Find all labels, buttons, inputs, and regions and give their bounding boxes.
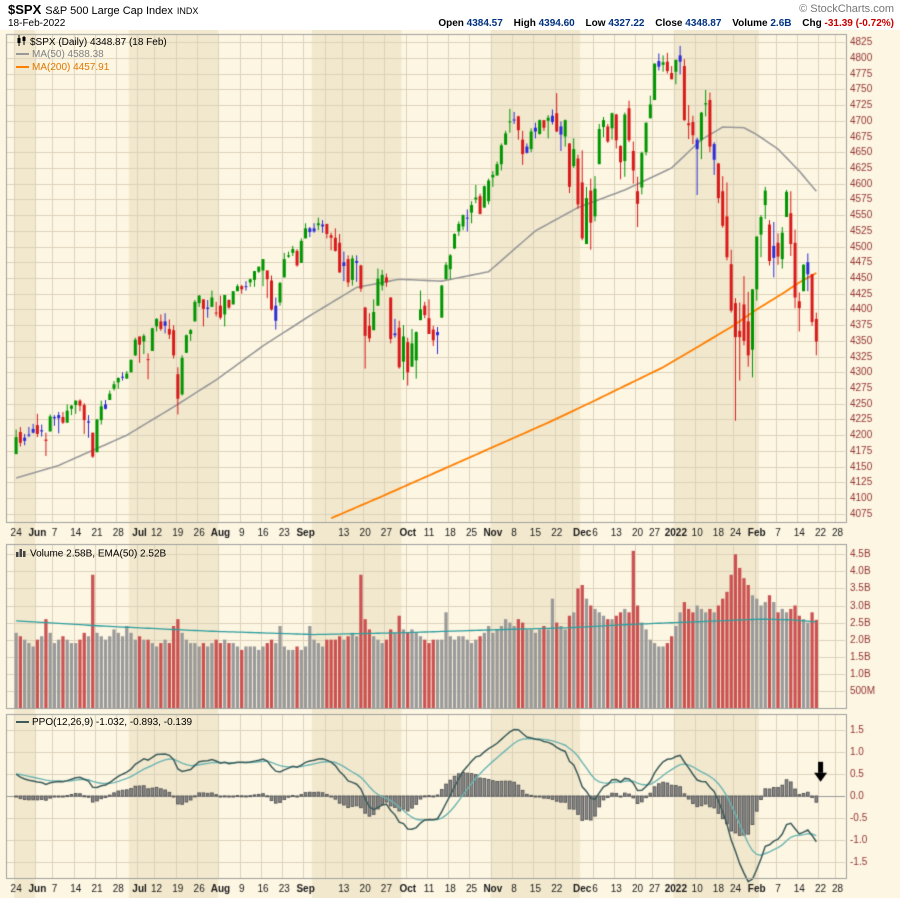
chart-area: $SPX (Daily) 4348.87 (18 Feb) MA(50) 458… [0,30,900,898]
ma200-legend-text: MA(200) 4457.91 [32,62,110,73]
open-label: Open [438,18,464,29]
header: $SPX S&P 500 Large Cap Index INDX © StockC… [0,0,900,30]
chg-value: -31.39 (-0.72%) [824,18,894,29]
volume-legend: Volume 2.58B, EMA(50) 2.52B [16,547,167,561]
price-legend: $SPX (Daily) 4348.87 (18 Feb) [16,35,167,50]
high-value: 4394.60 [538,18,575,29]
ma50-line-icon [16,53,29,56]
chg-label: Chg [802,18,822,29]
volume-label: Volume [732,18,768,29]
symbol: $SPX [8,2,42,17]
ppo-line-icon [16,721,29,724]
index-name: S&P 500 Large Cap Index [45,5,173,17]
close-label: Close [655,18,683,29]
quote-date: 18-Feb-2022 [8,18,66,29]
ma50-legend: MA(50) 4588.38 [16,49,104,61]
price-legend-text: $SPX (Daily) 4348.87 (18 Feb) [30,37,167,49]
candlestick-icon [16,35,27,50]
volume-legend-text: Volume 2.58B, EMA(50) 2.52B [30,548,167,560]
ma50-legend-text: MA(50) 4588.38 [32,49,104,60]
price-volume-ppo-chart-canvas [0,30,900,898]
volume-value: 2.6B [770,18,792,29]
title-row: $SPX S&P 500 Large Cap Index INDX © StockC… [8,2,894,18]
open-value: 4384.57 [466,18,503,29]
quote-row: 18-Feb-2022 Open 4384.57 High 4394.60 Lo… [8,18,894,31]
ppo-legend: PPO(12,26,9) -1.032, -0.893, -0.139 [16,717,192,729]
stockcharts-copyright-link[interactable]: © StockCharts.com [799,3,894,15]
exchange-tag: INDX [176,6,199,16]
ppo-legend-text: PPO(12,26,9) -1.032, -0.893, -0.139 [32,717,193,728]
high-label: High [513,18,536,29]
volume-bars-icon [16,547,27,561]
close-value: 4348.87 [685,18,722,29]
ma200-legend: MA(200) 4457.91 [16,62,109,74]
low-label: Low [585,18,606,29]
low-value: 4327.22 [608,18,645,29]
ma200-line-icon [16,66,29,69]
quote-stats: Open 4384.57 High 4394.60 Low 4327.22 Cl… [430,18,894,30]
